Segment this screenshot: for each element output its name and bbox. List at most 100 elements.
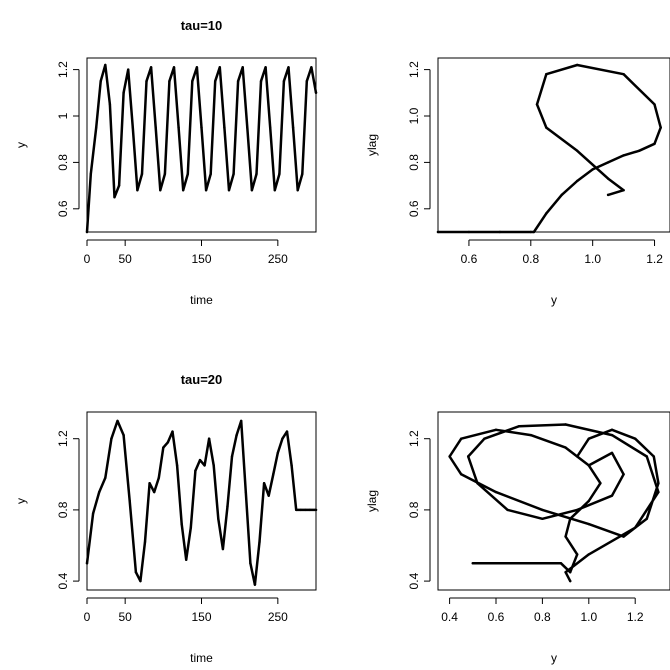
data-point (476, 482, 479, 485)
data-point (122, 433, 125, 437)
data-point (91, 512, 95, 515)
data-point (541, 508, 544, 512)
data-point (204, 189, 208, 192)
series-line (85, 63, 318, 234)
data-point (255, 172, 258, 176)
data-point (645, 517, 648, 520)
data-point (576, 63, 579, 67)
data-point (145, 80, 148, 83)
data-point (168, 80, 171, 83)
data-point (296, 189, 299, 192)
data-point (483, 437, 486, 440)
y-tick-label: 1.2 (407, 61, 421, 78)
data-point (653, 142, 656, 146)
data-point (236, 80, 240, 83)
data-point (191, 80, 194, 83)
data-point (591, 168, 594, 171)
data-point (85, 230, 89, 234)
plot-frame (437, 57, 670, 233)
data-point (230, 455, 234, 458)
data-point (175, 464, 179, 467)
y-axis-label: y (14, 498, 28, 504)
data-point (285, 430, 289, 433)
data-point (200, 126, 203, 129)
data-point (259, 80, 263, 83)
x-axis-label: time (190, 293, 213, 307)
x-tick-label: 0.4 (441, 610, 458, 624)
y-tick-label: 1.2 (407, 430, 421, 447)
data-point (610, 433, 614, 437)
data-point (460, 473, 463, 476)
y-tick-label: 0.8 (407, 501, 421, 518)
data-point (104, 63, 107, 67)
data-point (564, 423, 567, 426)
data-point (460, 437, 463, 440)
data-point (498, 230, 502, 234)
data-point (494, 428, 498, 431)
data-point (471, 562, 474, 565)
y-tick-label: 1.2 (56, 430, 70, 447)
data-point (622, 73, 625, 76)
data-point (645, 455, 648, 458)
data-point (610, 428, 614, 431)
data-point (576, 553, 579, 556)
x-axis-label: y (551, 651, 557, 665)
data-point (249, 562, 252, 565)
y-axis-label: y (14, 142, 28, 148)
x-tick-label: 150 (191, 252, 211, 266)
data-point (258, 540, 261, 544)
data-point (310, 66, 313, 69)
data-point (272, 473, 275, 476)
data-point (532, 230, 536, 234)
data-point (117, 184, 121, 187)
data-point (212, 464, 215, 467)
y-tick-label: 0.8 (407, 154, 421, 171)
data-point (152, 490, 156, 494)
data-point (606, 177, 610, 180)
x-tick-label: 50 (118, 252, 132, 266)
data-point (139, 579, 142, 583)
data-point (186, 172, 189, 176)
data-point (541, 562, 544, 565)
y-axis-label: ylag (365, 134, 379, 156)
data-point (587, 464, 590, 467)
data-point (140, 172, 144, 176)
data-point (131, 126, 134, 129)
data-point (290, 464, 293, 467)
data-point (305, 80, 309, 83)
data-point (291, 126, 295, 129)
data-point (273, 189, 276, 192)
chart-panel-1: tau=10 0 50 150 250 0.6 0.8 1 1.2 time y (14, 18, 318, 307)
data-point (128, 499, 131, 503)
y-axis-label: ylag (365, 490, 379, 512)
data-point (308, 508, 312, 512)
data-point (569, 579, 572, 583)
data-point (108, 103, 112, 106)
data-point (203, 464, 206, 467)
data-point (569, 517, 572, 520)
data-point (506, 508, 509, 512)
data-point (180, 522, 183, 526)
data-point (172, 66, 176, 69)
data-point (221, 547, 225, 551)
series-line (448, 423, 660, 583)
data-point (301, 172, 304, 176)
data-point (436, 230, 440, 234)
data-point (564, 535, 567, 538)
data-point (587, 553, 590, 556)
data-point (163, 172, 167, 176)
data-point (244, 490, 247, 494)
x-tick-label: 250 (268, 252, 288, 266)
data-point (518, 425, 521, 428)
data-point (576, 508, 579, 512)
x-tick-label: 1.0 (580, 610, 597, 624)
data-point (267, 494, 270, 497)
data-point (576, 455, 579, 458)
data-point (177, 126, 180, 129)
y-tick-label: 0.6 (56, 200, 70, 217)
data-point (85, 562, 89, 565)
data-point (98, 490, 101, 494)
data-point (253, 583, 257, 586)
data-point (223, 126, 226, 129)
